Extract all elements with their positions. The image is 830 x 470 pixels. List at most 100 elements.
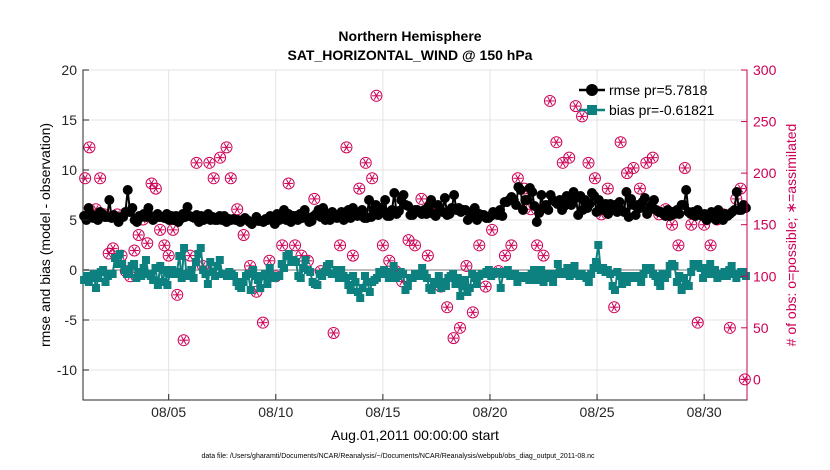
y-left-tick-label: 10	[61, 162, 77, 178]
bias-point	[187, 266, 196, 274]
obs-assimilated-asterisk	[483, 282, 489, 291]
obs-possible-circle	[608, 301, 621, 314]
bias-point	[253, 276, 262, 284]
bias-point	[349, 272, 358, 280]
rmse-point	[584, 199, 595, 209]
bias-point	[484, 266, 493, 274]
obs-possible-circle	[220, 141, 233, 154]
obs-assimilated-asterisk	[247, 261, 253, 271]
bias-point	[549, 278, 558, 286]
rmse-point	[122, 185, 133, 195]
bias-point	[306, 268, 315, 276]
rmse-point	[182, 202, 193, 212]
obs-count-point	[203, 156, 216, 169]
bias-point	[261, 270, 270, 278]
obs-count-point	[601, 182, 614, 195]
bias-point	[503, 266, 512, 274]
obs-assimilated-asterisk	[136, 230, 142, 240]
bias-point	[275, 272, 284, 280]
obs-count-point	[550, 136, 563, 149]
obs-count-point	[543, 94, 556, 107]
bias-point	[513, 278, 522, 286]
rmse-point	[740, 203, 751, 213]
bias-point	[113, 260, 122, 268]
obs-assimilated-asterisk	[165, 251, 172, 260]
obs-count-point	[569, 100, 582, 113]
y-right-tick-label: 0	[753, 371, 761, 387]
obs-count-point	[376, 239, 389, 252]
bias-point	[82, 272, 91, 280]
obs-assimilated-asterisk	[131, 246, 138, 255]
bias-point	[325, 260, 334, 268]
obs-assimilated-asterisk	[279, 241, 285, 250]
obs-assimilated-asterisk	[161, 241, 168, 250]
bias-point	[415, 272, 424, 280]
rmse-point	[449, 190, 460, 200]
obs-count-point	[366, 172, 379, 185]
rmse-point	[515, 185, 526, 195]
bias-point	[158, 278, 167, 286]
bias-point	[496, 284, 505, 292]
bias-point	[534, 272, 543, 280]
obs-assimilated-asterisk	[630, 163, 637, 173]
obs-count-point	[691, 316, 704, 329]
obs-possible-circle	[203, 156, 216, 169]
obs-possible-circle	[282, 177, 295, 190]
obs-assimilated-asterisk	[502, 251, 508, 260]
bias-point	[206, 258, 215, 266]
obs-assimilated-asterisk	[234, 205, 240, 214]
bias-point	[365, 288, 374, 296]
bias-point	[344, 281, 353, 289]
obs-count-point	[498, 249, 511, 262]
bias-point	[587, 270, 596, 278]
obs-possible-circle	[614, 136, 627, 149]
obs-count-point	[563, 151, 576, 164]
obs-assimilated-asterisk	[206, 158, 213, 167]
bias-point	[680, 274, 689, 282]
obs-count-point	[640, 156, 653, 169]
obs-assimilated-asterisk	[157, 225, 163, 234]
obs-possible-circle	[106, 242, 119, 255]
obs-count-point	[685, 218, 698, 231]
obs-assimilated-asterisk	[579, 112, 585, 121]
obs-assimilated-asterisk	[727, 323, 733, 332]
obs-possible-circle	[704, 239, 717, 252]
bias-point	[125, 270, 134, 278]
obs-possible-circle	[370, 89, 383, 102]
bias-point	[427, 286, 436, 294]
bias-point	[256, 284, 265, 292]
obs-assimilated-asterisk	[97, 174, 103, 183]
bias-point	[91, 284, 100, 292]
obs-possible-circle	[627, 161, 640, 174]
obs-count-point	[466, 306, 479, 319]
obs-count-layer	[79, 89, 751, 386]
obs-assimilated-asterisk	[210, 174, 217, 183]
rmse-point	[439, 193, 450, 203]
bias-point	[201, 270, 210, 278]
bias-point	[584, 278, 593, 286]
obs-assimilated-asterisk	[187, 251, 193, 260]
x-tick-label: 08/25	[580, 404, 615, 420]
obs-possible-circle	[171, 288, 184, 301]
obs-count-point	[447, 332, 460, 345]
obs-count-point	[460, 259, 473, 272]
obs-assimilated-asterisk	[174, 290, 180, 299]
obs-count-point	[646, 151, 659, 164]
obs-assimilated-asterisk	[463, 261, 470, 271]
obs-assimilated-asterisk	[144, 239, 150, 248]
data-file-footer: data file: /Users/gharamti/Documents/NCA…	[201, 453, 595, 460]
obs-possible-circle	[678, 161, 691, 174]
bias-point	[89, 270, 98, 278]
obs-assimilated-asterisk	[515, 174, 521, 183]
obs-assimilated-asterisk	[193, 158, 200, 167]
obs-possible-circle	[537, 249, 550, 262]
rmse-point	[536, 190, 547, 200]
y-right-tick-label: 200	[753, 165, 777, 181]
bias-point	[696, 264, 705, 272]
obs-possible-circle	[531, 239, 544, 252]
bias-point	[153, 281, 162, 289]
bias-point	[189, 274, 198, 282]
bias-point	[568, 268, 577, 276]
obs-possible-circle	[460, 259, 473, 272]
x-tick-label: 08/10	[258, 404, 293, 420]
